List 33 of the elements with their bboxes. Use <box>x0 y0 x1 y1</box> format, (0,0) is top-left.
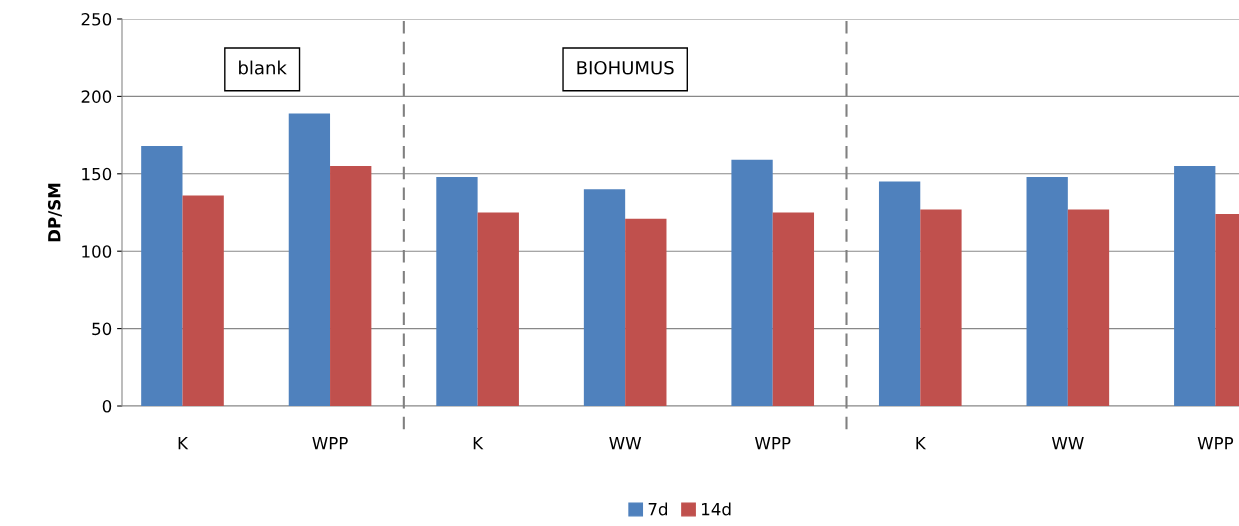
bar <box>436 176 478 406</box>
bar <box>141 145 183 406</box>
x-tick-label: WPP <box>1197 437 1234 450</box>
bar <box>330 166 372 406</box>
y-tick-label: 50 <box>92 322 112 336</box>
x-tick-label: K <box>178 437 189 450</box>
bar <box>878 181 921 406</box>
annotation: blank <box>239 60 287 75</box>
bar <box>477 212 519 406</box>
x-tick-label: WW <box>609 437 642 450</box>
bar <box>1067 209 1110 406</box>
y-tick-label: 150 <box>82 167 112 181</box>
x-tick-label: K <box>916 437 927 450</box>
x-tick-label: WPP <box>312 437 348 450</box>
y-tick-label: 100 <box>82 245 112 258</box>
legend-label: 14d <box>702 502 731 516</box>
x-tick-label: K <box>473 437 484 450</box>
bar <box>1026 176 1068 406</box>
x-tick-label: WW <box>1051 437 1084 450</box>
y-tick-label: 250 <box>81 12 112 26</box>
y-tick-label: 200 <box>81 90 112 103</box>
bar <box>772 212 815 406</box>
bar <box>625 218 667 406</box>
bar <box>288 113 331 406</box>
bar <box>182 195 224 406</box>
y-axis-title: DP/SM <box>47 183 62 242</box>
annotation: BIOHUMUS <box>577 60 674 75</box>
x-tick-label: WPP <box>754 437 791 450</box>
bar <box>583 189 626 406</box>
bar <box>731 159 773 406</box>
bar <box>920 209 962 406</box>
y-tick-label: 0 <box>102 399 112 413</box>
legend-label: 7d <box>648 502 668 516</box>
